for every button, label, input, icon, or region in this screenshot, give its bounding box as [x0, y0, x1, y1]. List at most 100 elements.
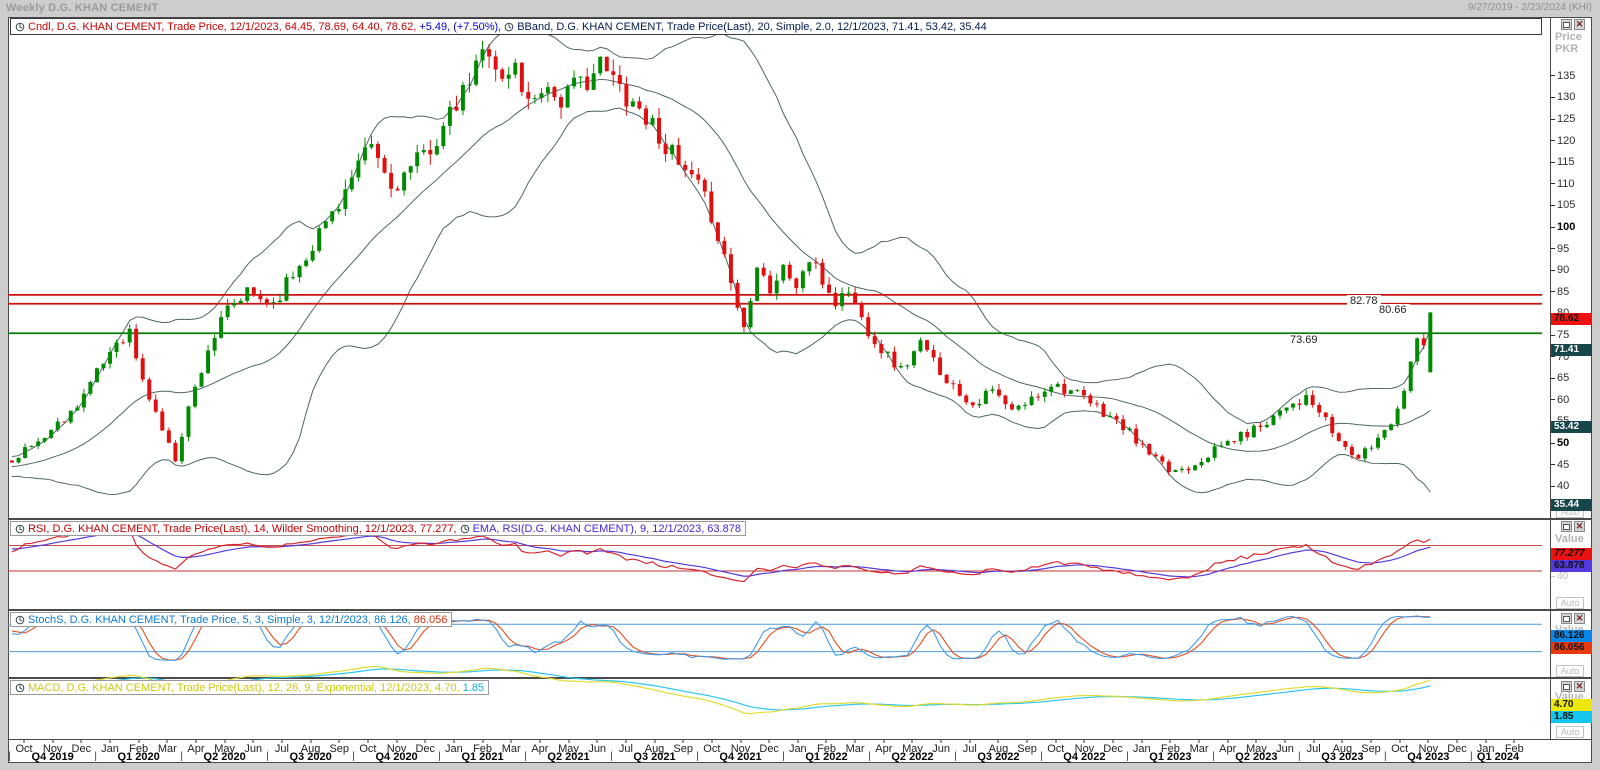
month-tick — [310, 740, 312, 743]
bband-mid-label: 53.42 — [1551, 421, 1592, 433]
stoch-k-value-label: 86.126 — [1551, 630, 1592, 642]
rsi-autoscale-button[interactable]: Auto — [1556, 597, 1584, 609]
month-tick — [1055, 740, 1057, 743]
price-tick: 105 — [1551, 199, 1575, 211]
quarter-label: Q4 2023 — [1407, 751, 1450, 763]
macd-legend[interactable]: MACD, D.G. KHAN CEMENT, Trade Price(Last… — [10, 680, 490, 695]
month-tick — [539, 740, 541, 743]
bband-upper-label: 71.41 — [1551, 344, 1592, 356]
bband-settings-icon — [504, 22, 514, 32]
price-legend[interactable]: Cndl, D.G. KHAN CEMENT, Trade Price, 12/… — [10, 18, 1542, 35]
month-tick — [1112, 740, 1114, 743]
month-label: Aug — [988, 743, 1009, 755]
rsi-legend[interactable]: RSI, D.G. KHAN CEMENT, Trade Price(Last)… — [10, 521, 746, 536]
price-tick: 95 — [1551, 243, 1569, 255]
quarter-separator: | — [266, 751, 269, 762]
price-tick: 125 — [1551, 113, 1575, 125]
macd-autoscale-button[interactable]: Auto — [1556, 726, 1584, 738]
quarter-label: Q3 2020 — [289, 751, 332, 763]
month-tick — [1370, 740, 1372, 743]
month-label: Jul — [1306, 743, 1321, 755]
quarter-separator: | — [868, 751, 871, 762]
month-label: Nov — [1074, 743, 1095, 755]
stoch-autoscale-button[interactable]: Auto — [1556, 665, 1584, 677]
month-label: Jan — [1132, 743, 1151, 755]
series-settings-icon — [15, 22, 25, 32]
quarter-separator: | — [524, 751, 527, 762]
candle-change-text: +5.49, (+7.50%), — [419, 20, 502, 33]
month-tick — [138, 740, 140, 743]
month-tick — [109, 740, 111, 743]
month-label: Sep — [1017, 743, 1037, 755]
month-label: Jun — [1276, 743, 1294, 755]
rsi-settings-icon — [15, 524, 25, 534]
macd-settings-icon — [15, 683, 25, 693]
month-label: Dec — [415, 743, 436, 755]
candle-legend-text: Cndl, D.G. KHAN CEMENT, Trade Price, 12/… — [28, 20, 417, 33]
month-label: Mar — [157, 743, 177, 755]
price-panel-minimize-button[interactable] — [1561, 19, 1572, 30]
macd-panel-minimize-button[interactable] — [1561, 681, 1572, 692]
price-panel-close-button[interactable] — [1574, 19, 1585, 30]
month-label: Nov — [1418, 743, 1439, 755]
stochastic-legend[interactable]: StochS, D.G. KHAN CEMENT, Trade Price, 5… — [10, 612, 453, 627]
rsi-panel-minimize-button[interactable] — [1561, 521, 1572, 532]
month-tick — [1169, 740, 1171, 743]
titlebar: Weekly D.G. KHAN CEMENT 9/27/2019 - 2/23… — [0, 0, 1600, 17]
month-label: Dec — [1103, 743, 1123, 755]
month-label: Apr — [531, 743, 549, 755]
month-label: Oct — [15, 743, 33, 755]
month-tick — [1456, 740, 1458, 743]
quarter-separator: | — [610, 751, 613, 762]
month-label: Oct — [1391, 743, 1409, 755]
chart-plot — [8, 21, 1543, 715]
price-tick: 45 — [1551, 459, 1569, 471]
quarter-separator: | — [1298, 751, 1301, 762]
quarter-separator: | — [1384, 751, 1387, 762]
month-tick — [1198, 740, 1200, 743]
month-label: Mar — [845, 743, 865, 755]
quarter-separator: | — [180, 751, 183, 762]
stoch-panel-close-button[interactable] — [1574, 613, 1585, 624]
macd-signal-legend-text: 1.85 — [462, 681, 485, 694]
macd-signal-value-label: 1.85 — [1551, 711, 1592, 723]
month-tick — [768, 740, 770, 743]
month-label: Apr — [875, 743, 893, 755]
quarter-label: Q1 2023 — [1149, 751, 1192, 763]
price-tick: 50 — [1551, 437, 1569, 449]
month-label: Jan — [1476, 743, 1495, 755]
month-label: Nov — [730, 743, 751, 755]
month-label: Oct — [1047, 743, 1065, 755]
price-tick: 130 — [1551, 91, 1575, 103]
price-tick: 100 — [1551, 221, 1575, 233]
month-label: Mar — [1189, 743, 1209, 755]
month-tick — [1313, 740, 1315, 743]
time-axis[interactable]: Oct Nov Dec Jan Feb Mar Apr May Jun Jul Aug Sep Oct N… — [8, 740, 1592, 763]
price-tick: 40 — [1551, 480, 1569, 492]
month-tick — [424, 740, 426, 743]
macd-legend-text: MACD, D.G. KHAN CEMENT, Trade Price(Last… — [28, 681, 460, 694]
month-tick — [338, 740, 340, 743]
stoch-d-legend-text: 86.056 — [413, 613, 448, 626]
month-label: Aug — [300, 743, 321, 755]
month-label: Feb — [129, 743, 149, 755]
price-tick: 135 — [1551, 70, 1575, 82]
month-tick — [482, 740, 484, 743]
month-label: Feb — [473, 743, 493, 755]
rsi-panel-close-button[interactable] — [1574, 521, 1585, 532]
month-tick — [252, 740, 254, 743]
month-tick — [1513, 740, 1515, 743]
month-tick — [1427, 740, 1429, 743]
chart-canvas[interactable] — [8, 17, 1550, 740]
month-label: May — [1245, 743, 1267, 755]
quarter-label: Q1 2021 — [461, 751, 504, 763]
price-tick: 115 — [1551, 156, 1575, 168]
price-tick: 110 — [1551, 178, 1575, 190]
stoch-legend-text: StochS, D.G. KHAN CEMENT, Trade Price, 5… — [28, 613, 411, 626]
macd-panel-close-button[interactable] — [1574, 681, 1585, 692]
month-tick — [596, 740, 598, 743]
axis-separator — [1550, 17, 1551, 740]
stoch-panel-minimize-button[interactable] — [1561, 613, 1572, 624]
quarter-separator: | — [1126, 751, 1129, 762]
